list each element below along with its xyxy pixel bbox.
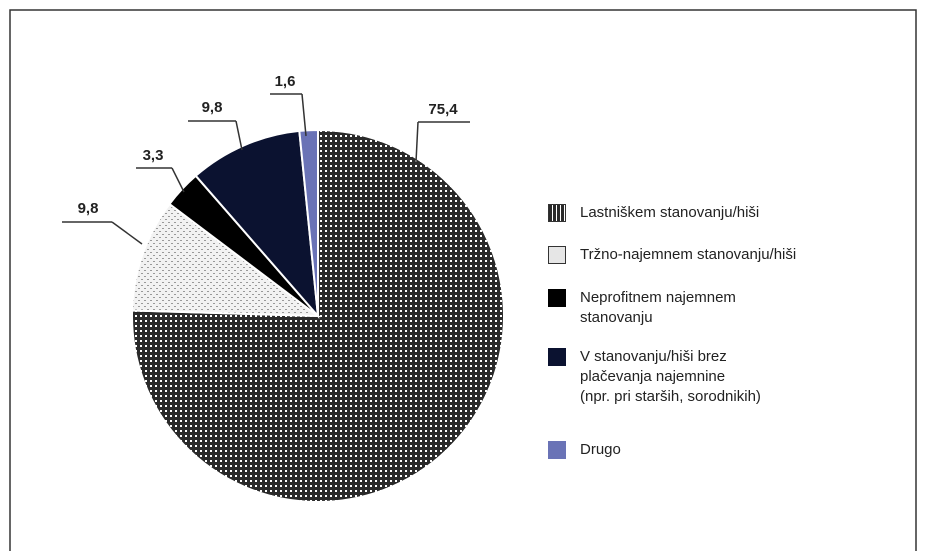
data-label: 1,6 <box>275 73 296 90</box>
legend-swatch <box>548 289 566 307</box>
leader-line <box>235 120 243 151</box>
data-label: 9,8 <box>202 99 223 116</box>
pie-slice <box>131 202 322 318</box>
legend-swatch <box>548 246 566 264</box>
legend-label: Drugo <box>580 441 621 458</box>
legend-label: Neprofitnem najemnem stanovanju <box>580 289 736 326</box>
leader-line <box>111 221 143 245</box>
pie-slice <box>194 129 320 320</box>
frame <box>9 9 917 551</box>
leader-line <box>171 167 185 193</box>
legend-swatch <box>548 441 566 459</box>
legend-label: Tržno-najemnem stanovanju/hiši <box>580 246 797 263</box>
legend-label: Lastniškem stanovanju/hiši <box>580 204 760 221</box>
data-label: 9,8 <box>78 200 99 217</box>
legend-label: V stanovanju/hiši brez plačevanja najemn… <box>580 348 761 405</box>
leader-line <box>301 93 307 137</box>
data-label: 75,4 <box>428 101 458 118</box>
data-label: 3,3 <box>143 147 164 164</box>
legend-swatch <box>548 348 566 366</box>
leader-line <box>415 121 419 163</box>
legend-swatch <box>548 204 566 222</box>
pie-slice <box>298 128 319 317</box>
